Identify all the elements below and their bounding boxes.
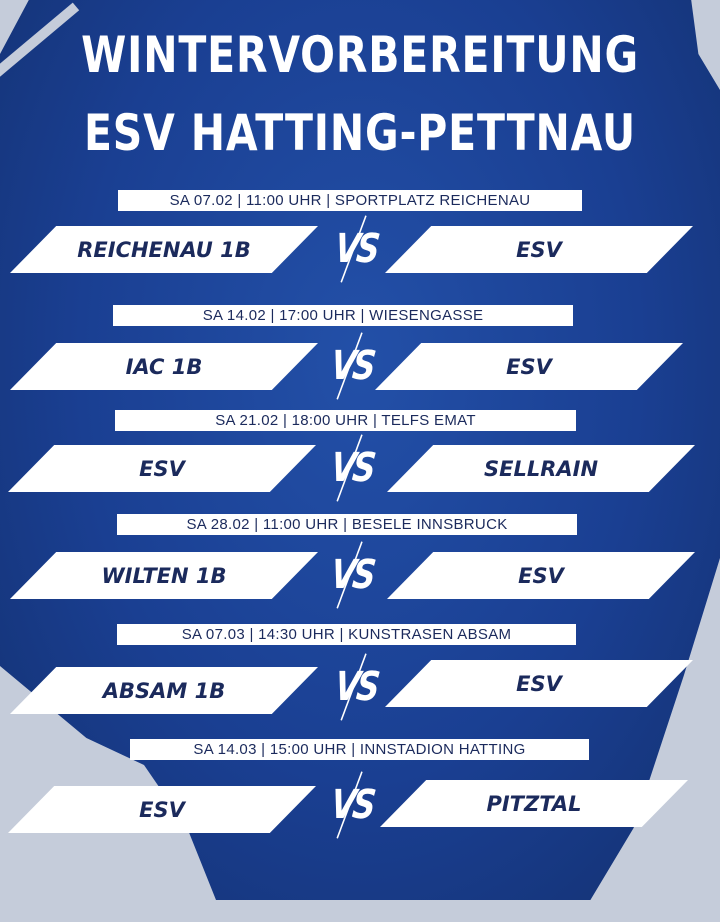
vs-label: VS <box>328 782 376 828</box>
home-team: IAC 1B <box>10 343 318 390</box>
match-info: SA 14.02 | 17:00 UHR | WIESENGASSE <box>113 305 573 326</box>
away-team: ESV <box>385 660 693 707</box>
home-team: ABSAM 1B <box>10 667 318 714</box>
match-info: SA 07.02 | 11:00 UHR | SPORTPLATZ REICHE… <box>118 190 582 211</box>
away-team: PITZTAL <box>380 780 688 827</box>
match-info: SA 07.03 | 14:30 UHR | KUNSTRASEN ABSAM <box>117 624 576 645</box>
home-team: REICHENAU 1B <box>10 226 318 273</box>
home-team: WILTEN 1B <box>10 552 318 599</box>
vs-label: VS <box>332 664 380 710</box>
away-team: ESV <box>385 226 693 273</box>
match-info: SA 28.02 | 11:00 UHR | BESELE INNSBRUCK <box>117 514 577 535</box>
away-team: ESV <box>387 552 695 599</box>
match-info: SA 14.03 | 15:00 UHR | INNSTADION HATTIN… <box>130 739 589 760</box>
home-team: ESV <box>8 786 316 833</box>
home-team: ESV <box>8 445 316 492</box>
match-info: SA 21.02 | 18:00 UHR | TELFS EMAT <box>115 410 576 431</box>
away-team: ESV <box>375 343 683 390</box>
vs-label: VS <box>328 343 376 389</box>
vs-label: VS <box>332 226 380 272</box>
title-line-2: ESV HATTING-PETTNAU <box>83 104 637 162</box>
vs-label: VS <box>328 552 376 598</box>
vs-label: VS <box>328 445 376 491</box>
away-team: SELLRAIN <box>387 445 695 492</box>
title-line-1: WINTERVORBEREITUNG <box>81 26 639 84</box>
